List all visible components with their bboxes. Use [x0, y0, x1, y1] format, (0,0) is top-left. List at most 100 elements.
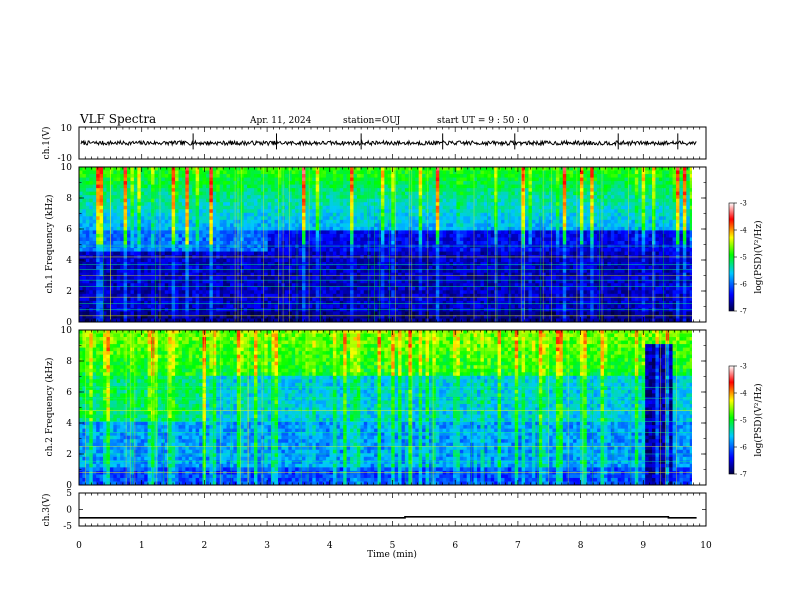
- ch1-spectrogram-cell: [103, 198, 107, 203]
- ch1-spectrogram-cell: [466, 237, 471, 242]
- ch1-spectrogram-cell: [487, 244, 492, 249]
- ch1-spectrogram-cell: [401, 167, 406, 172]
- ch1-spectrogram-cell: [367, 237, 372, 242]
- ch1-spectrogram-cell: [614, 219, 619, 224]
- ch1-spectrogram-cell: [422, 233, 427, 238]
- ch1-spectrogram-cell: [336, 244, 341, 249]
- ch1-spectrogram-cell: [662, 248, 667, 253]
- ch1-spectrogram-cell: [336, 216, 341, 221]
- ch1-spectrogram-cell: [205, 258, 210, 263]
- ch1-spectrogram-cell: [689, 170, 692, 175]
- ch1-spectrogram-cell: [147, 174, 152, 179]
- ch1-spectrogram-cell: [521, 205, 526, 210]
- ch1-spectrogram-cell: [137, 219, 142, 224]
- ch1-spectrogram-cell: [552, 198, 557, 203]
- ch1-spectrogram-cell: [185, 170, 190, 175]
- ch1-spectrogram-cell: [264, 212, 269, 217]
- ch1-spectrogram-cell: [693, 255, 697, 259]
- ch1-spectrogram-cell: [332, 226, 337, 231]
- ch1-spectrogram-cell: [566, 202, 571, 207]
- ch1-spectrogram-cell: [470, 205, 475, 210]
- ch1-spectrogram-cell: [401, 191, 406, 196]
- ch1-spectrogram-cell: [456, 226, 461, 231]
- ch1-spectrogram-cell: [631, 244, 636, 249]
- ch1-spectrogram-cell: [178, 219, 183, 224]
- ch1-spectrogram-cell: [247, 216, 252, 221]
- ch1-spectrogram-cell: [315, 248, 320, 253]
- ch1-spectrogram-cell: [250, 233, 255, 238]
- ch1-spectrogram-cell: [477, 188, 481, 193]
- ch1-spectrogram-cell: [326, 212, 330, 217]
- ch1-spectrogram-cell: [586, 170, 591, 175]
- ch1-spectrogram-cell: [689, 198, 692, 203]
- ch1-spectrogram-cell: [151, 240, 155, 245]
- ch1-spectrogram-cell: [415, 167, 420, 172]
- ch1-spectrogram-cell: [391, 240, 396, 245]
- ch1-spectrogram-cell: [308, 233, 313, 238]
- ch1-spectrogram-cell: [343, 244, 348, 249]
- ch1-spectrogram-cell: [638, 230, 643, 235]
- ch1-spectrogram-cell: [514, 181, 519, 186]
- ch1-spectrogram-cell: [549, 219, 553, 224]
- ch1-spectrogram-cell: [586, 233, 591, 238]
- ch1-spectrogram-cell: [229, 188, 234, 193]
- ch1-spectrogram-cell: [264, 248, 269, 253]
- ch1-spectrogram-cell: [466, 188, 471, 193]
- ch1-spectrogram-cell: [205, 244, 210, 249]
- ch1-spectrogram-cell: [89, 191, 94, 196]
- ch1-spectrogram-cell: [312, 181, 317, 186]
- ch1-spectrogram-cell: [271, 209, 276, 214]
- ch1-spectrogram-cell: [181, 195, 186, 200]
- ch1-spectrogram-cell: [463, 188, 468, 193]
- ch1-spectrogram-cell: [665, 237, 670, 242]
- ch1-spectrogram-cell: [566, 226, 571, 231]
- ch1-spectrogram-cell: [573, 198, 578, 203]
- ch1-spectrogram-cell: [240, 184, 245, 189]
- ch1-spectrogram-cell: [401, 177, 406, 182]
- ch1-spectrogram-cell: [302, 181, 306, 186]
- ch1-spectrogram-cell: [181, 198, 186, 203]
- ch1-spectrogram-cell: [648, 170, 653, 175]
- ch1-spectrogram-cell: [549, 195, 553, 200]
- ch1-spectrogram-cell: [521, 191, 526, 196]
- ch1-spectrogram-cell: [144, 184, 149, 189]
- ch1-spectrogram-cell: [319, 195, 324, 200]
- ch1-spectrogram-cell: [298, 219, 303, 224]
- ch1-spectrogram-cell: [514, 177, 519, 182]
- ch1-spectrogram-cell: [380, 226, 385, 231]
- ch1-spectrogram-cell: [137, 209, 142, 214]
- ch1-spectrogram-cell: [562, 184, 567, 189]
- ch1-spectrogram-cell: [188, 223, 193, 228]
- ch1-spectrogram-cell: [168, 202, 173, 207]
- ch1-spectrogram-cell: [271, 188, 276, 193]
- ch1-spectrogram-cell: [497, 251, 502, 256]
- ch1-spectrogram-cell: [161, 198, 166, 203]
- ch1-spectrogram-cell: [339, 233, 344, 238]
- ch1-spectrogram-cell: [411, 251, 416, 256]
- ch1-spectrogram-cell: [192, 195, 197, 200]
- ch1-spectrogram-cell: [123, 205, 128, 210]
- ch1-spectrogram-cell: [617, 244, 622, 249]
- ch1-spectrogram-cell: [120, 226, 125, 231]
- ch1-spectrogram-cell: [106, 233, 111, 238]
- ch1-spectrogram-cell: [250, 237, 255, 242]
- ch1-spectrogram-cell: [209, 237, 214, 242]
- ch1-spectrogram-cell: [525, 240, 529, 245]
- ch1-spectrogram-cell: [422, 202, 427, 207]
- ch1-spectrogram-cell: [576, 202, 581, 207]
- ch1-spectrogram-cell: [267, 205, 272, 210]
- ch1-spectrogram-cell: [470, 184, 475, 189]
- ch1-spectrogram-cell: [82, 195, 87, 200]
- ch1-spectrogram-cell: [511, 216, 516, 221]
- ch1-spectrogram-cell: [607, 195, 612, 200]
- ch1-spectrogram-cell: [422, 170, 427, 175]
- ch1-spectrogram-cell: [669, 240, 674, 245]
- ch1-spectrogram-cell: [494, 212, 499, 217]
- ch1-spectrogram-cell: [350, 258, 354, 263]
- ch1-spectrogram-cell: [308, 258, 313, 263]
- ch1-spectrogram-cell: [120, 240, 125, 245]
- ch1-spectrogram-cell: [356, 240, 361, 245]
- ch1-spectrogram-cell: [610, 181, 615, 186]
- ch1-spectrogram-cell: [542, 205, 547, 210]
- ch1-spectrogram-cell: [106, 198, 111, 203]
